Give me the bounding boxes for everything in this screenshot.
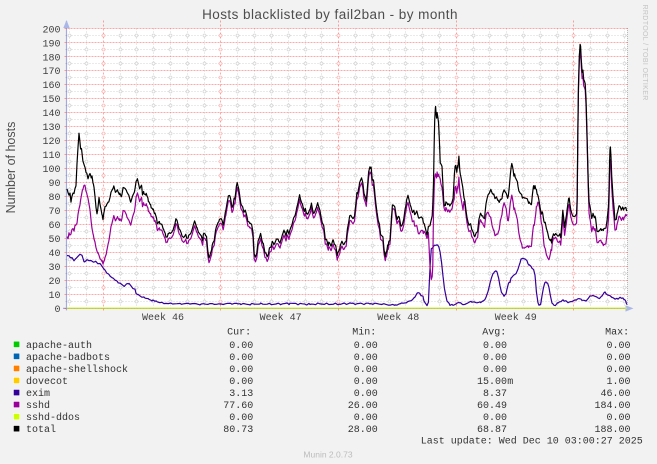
svg-text:Week 48: Week 48 (377, 312, 419, 324)
svg-text:Last update: Wed Dec 10 03:00:: Last update: Wed Dec 10 03:00:27 2025 (421, 436, 643, 448)
svg-text:80.73: 80.73 (223, 425, 253, 436)
svg-text:77.60: 77.60 (223, 401, 253, 412)
svg-text:0.00: 0.00 (354, 365, 378, 376)
svg-text:60.49: 60.49 (477, 401, 507, 412)
svg-text:0: 0 (54, 305, 60, 316)
svg-text:0.00: 0.00 (354, 341, 378, 352)
svg-text:sshd-ddos: sshd-ddos (26, 412, 80, 424)
svg-text:0.00: 0.00 (354, 353, 378, 364)
svg-text:RRDTOOL / TOBI OETIKER: RRDTOOL / TOBI OETIKER (641, 5, 648, 101)
svg-text:140: 140 (42, 109, 60, 120)
svg-text:188.00: 188.00 (594, 425, 630, 436)
svg-text:apache-badbots: apache-badbots (26, 352, 110, 364)
svg-text:190: 190 (42, 39, 60, 50)
svg-text:0.00: 0.00 (354, 377, 378, 388)
svg-text:50: 50 (48, 235, 60, 246)
svg-text:90: 90 (48, 179, 60, 190)
svg-text:Week 47: Week 47 (260, 312, 302, 324)
svg-text:0.00: 0.00 (229, 353, 253, 364)
svg-text:10: 10 (48, 291, 60, 302)
svg-text:m: m (507, 377, 513, 388)
svg-text:120: 120 (42, 137, 60, 148)
svg-text:Number of hosts: Number of hosts (4, 122, 18, 214)
svg-text:180: 180 (42, 53, 60, 64)
svg-text:0.00: 0.00 (354, 389, 378, 400)
svg-text:8.37: 8.37 (483, 389, 507, 400)
svg-text:1.00: 1.00 (606, 377, 630, 388)
svg-text:0.00: 0.00 (229, 413, 253, 424)
svg-text:0.00: 0.00 (483, 413, 507, 424)
svg-text:sshd: sshd (26, 400, 50, 412)
svg-text:Cur:: Cur: (227, 328, 251, 339)
svg-text:0.00: 0.00 (606, 353, 630, 364)
svg-text:0.00: 0.00 (229, 365, 253, 376)
svg-text:80: 80 (48, 193, 60, 204)
svg-text:70: 70 (48, 207, 60, 218)
svg-text:0.00: 0.00 (483, 353, 507, 364)
svg-text:dovecot: dovecot (26, 376, 68, 388)
svg-text:110: 110 (42, 151, 60, 162)
svg-text:68.87: 68.87 (477, 425, 507, 436)
svg-text:apache-auth: apache-auth (26, 340, 92, 352)
svg-text:28.00: 28.00 (348, 425, 378, 436)
svg-text:200: 200 (42, 25, 60, 36)
svg-text:Week 46: Week 46 (142, 312, 184, 324)
svg-text:0.00: 0.00 (606, 365, 630, 376)
svg-text:20: 20 (48, 277, 60, 288)
svg-text:26.00: 26.00 (348, 401, 378, 412)
svg-text:total: total (26, 424, 56, 436)
svg-text:40: 40 (48, 249, 60, 260)
svg-text:15.00: 15.00 (477, 377, 507, 388)
svg-text:30: 30 (48, 263, 60, 274)
svg-text:Min:: Min: (352, 327, 376, 339)
svg-text:46.00: 46.00 (600, 389, 630, 400)
svg-text:0.00: 0.00 (483, 365, 507, 376)
svg-text:100: 100 (42, 165, 60, 176)
svg-text:0.00: 0.00 (606, 413, 630, 424)
svg-text:150: 150 (42, 95, 60, 106)
svg-text:170: 170 (42, 67, 60, 78)
svg-text:0.00: 0.00 (229, 341, 253, 352)
svg-text:160: 160 (42, 81, 60, 92)
svg-text:184.00: 184.00 (594, 401, 630, 412)
svg-text:exim: exim (26, 388, 50, 400)
svg-text:0.00: 0.00 (606, 341, 630, 352)
svg-text:apache-shellshock: apache-shellshock (26, 364, 128, 376)
svg-text:Munin 2.0.73: Munin 2.0.73 (303, 450, 352, 460)
svg-text:Avg:: Avg: (482, 328, 506, 339)
svg-text:Week 49: Week 49 (495, 312, 537, 324)
svg-text:0.00: 0.00 (354, 413, 378, 424)
svg-text:Max:: Max: (605, 328, 629, 339)
svg-text:0.00: 0.00 (229, 377, 253, 388)
svg-text:0.00: 0.00 (483, 341, 507, 352)
svg-text:3.13: 3.13 (229, 389, 253, 400)
svg-text:60: 60 (48, 221, 60, 232)
svg-text:130: 130 (42, 123, 60, 134)
svg-text:Hosts blacklisted by fail2ban: Hosts blacklisted by fail2ban - by month (202, 7, 458, 22)
